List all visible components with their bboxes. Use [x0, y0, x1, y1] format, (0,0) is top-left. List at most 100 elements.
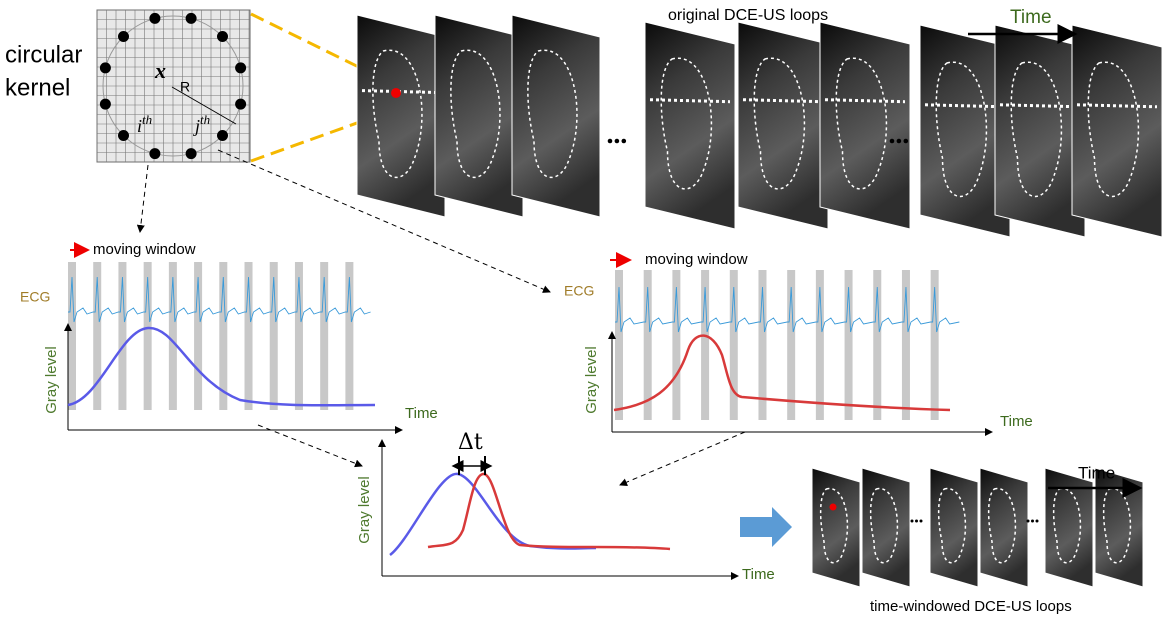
ultrasound-frame: [1044, 467, 1094, 588]
delta-label: Δt: [458, 430, 483, 455]
frame-line: [999, 103, 1081, 109]
x-axis-label: Time: [1000, 413, 1033, 430]
x-axis-label: Time: [405, 405, 438, 422]
window-bar: [758, 270, 767, 420]
frame-image: [644, 21, 736, 230]
windowed-title: time-windowed DCE-US loops: [870, 598, 1072, 615]
ultrasound-frame: [919, 24, 1011, 238]
window-bar: [844, 270, 853, 420]
kernel-label: circular: [5, 41, 82, 68]
window-bar: [701, 270, 710, 420]
ecg-trace: [615, 286, 960, 333]
radius-label: R: [180, 79, 190, 95]
ecg-label: ECG: [20, 289, 50, 305]
curve-i: [389, 472, 597, 556]
frame-line: [742, 98, 824, 104]
kernel-point: [185, 12, 197, 24]
ellipsis-dot: [1035, 519, 1039, 523]
dashed-arrow: [257, 424, 363, 468]
legend-label: moving window: [645, 251, 748, 268]
zoom-line: [250, 12, 386, 82]
kernel-point: [149, 12, 161, 24]
ellipsis-dot: [910, 519, 914, 523]
frame-outline: [1052, 488, 1082, 564]
kernel-grid: [96, 9, 251, 163]
ellipsis-dot: [1026, 519, 1030, 523]
ellipsis-dot: [896, 138, 902, 144]
kernel-point: [216, 129, 228, 141]
kernel-point: [99, 98, 111, 110]
ellipsis-dot: [903, 138, 909, 144]
ellipsis-dot: [1031, 519, 1034, 523]
frame-image: [994, 24, 1086, 238]
kernel-point: [118, 31, 130, 43]
ultrasound-frame: [811, 467, 861, 588]
ultrasound-frame: [356, 14, 446, 218]
frame-outline: [450, 49, 501, 179]
pixel-marker: [391, 88, 401, 98]
ultrasound-frame: [994, 24, 1086, 238]
frame-line: [361, 89, 441, 95]
window-bar: [219, 262, 228, 410]
time-label: Time: [1078, 463, 1115, 482]
ellipsis-dot: [607, 138, 613, 144]
point-sup: th: [200, 112, 210, 127]
window-bar: [93, 262, 102, 410]
ellipsis-dot: [919, 519, 923, 523]
dashed-arrow: [217, 149, 551, 293]
point-sup: th: [142, 112, 152, 127]
frame-line: [1076, 103, 1158, 109]
window-bar: [729, 270, 738, 420]
frame-outline: [1010, 61, 1063, 198]
window-bar: [294, 262, 303, 410]
ultrasound-frame: [929, 467, 979, 588]
ultrasound-frame: [737, 21, 829, 230]
frame-outline: [1087, 61, 1140, 198]
radius-line: [171, 86, 237, 125]
kernel-point: [149, 148, 161, 160]
ellipsis-dot: [889, 138, 895, 144]
frame-image: [1071, 24, 1162, 238]
frame-image: [919, 24, 1011, 238]
ecg-trace: [68, 276, 371, 323]
ultrasound-frame: [511, 14, 601, 218]
window-bar: [643, 270, 652, 420]
kernel-circle: [102, 15, 244, 157]
y-axis-label: Gray level: [356, 476, 373, 544]
frame-line: [824, 98, 906, 104]
frame-outline: [753, 57, 806, 190]
point-i-label: ith: [137, 112, 152, 136]
time-label: Time: [1010, 7, 1052, 28]
y-axis-label: Gray level: [583, 346, 600, 414]
frame-outline: [937, 488, 967, 564]
process-arrow: [740, 507, 792, 547]
ultrasound-frame: [819, 21, 911, 230]
frame-outline: [819, 488, 849, 564]
frame-image: [511, 14, 601, 218]
point-base: i: [137, 116, 142, 136]
window-bar: [787, 270, 796, 420]
curve-j: [427, 472, 671, 551]
ellipsis-dot: [614, 138, 620, 144]
gray-level-curve: [613, 334, 951, 412]
frame-image: [811, 467, 861, 588]
window-bar: [873, 270, 882, 420]
frame-image: [979, 467, 1029, 588]
window-bar: [320, 262, 329, 410]
frame-image: [356, 14, 446, 218]
ultrasound-frame: [861, 467, 911, 588]
frame-image: [1044, 467, 1094, 588]
ultrasound-frame: [434, 14, 524, 218]
frame-image: [929, 467, 979, 588]
ultrasound-frame: [644, 21, 736, 230]
frame-outline: [869, 488, 899, 564]
ultrasound-frame: [979, 467, 1029, 588]
kernel-label: kernel: [5, 74, 70, 101]
y-axis-label: Gray level: [43, 346, 60, 414]
frame-image: [737, 21, 829, 230]
center-label: x: [154, 58, 166, 83]
window-bar: [68, 262, 76, 410]
ellipsis-dot: [621, 138, 627, 144]
window-bar: [269, 262, 278, 410]
